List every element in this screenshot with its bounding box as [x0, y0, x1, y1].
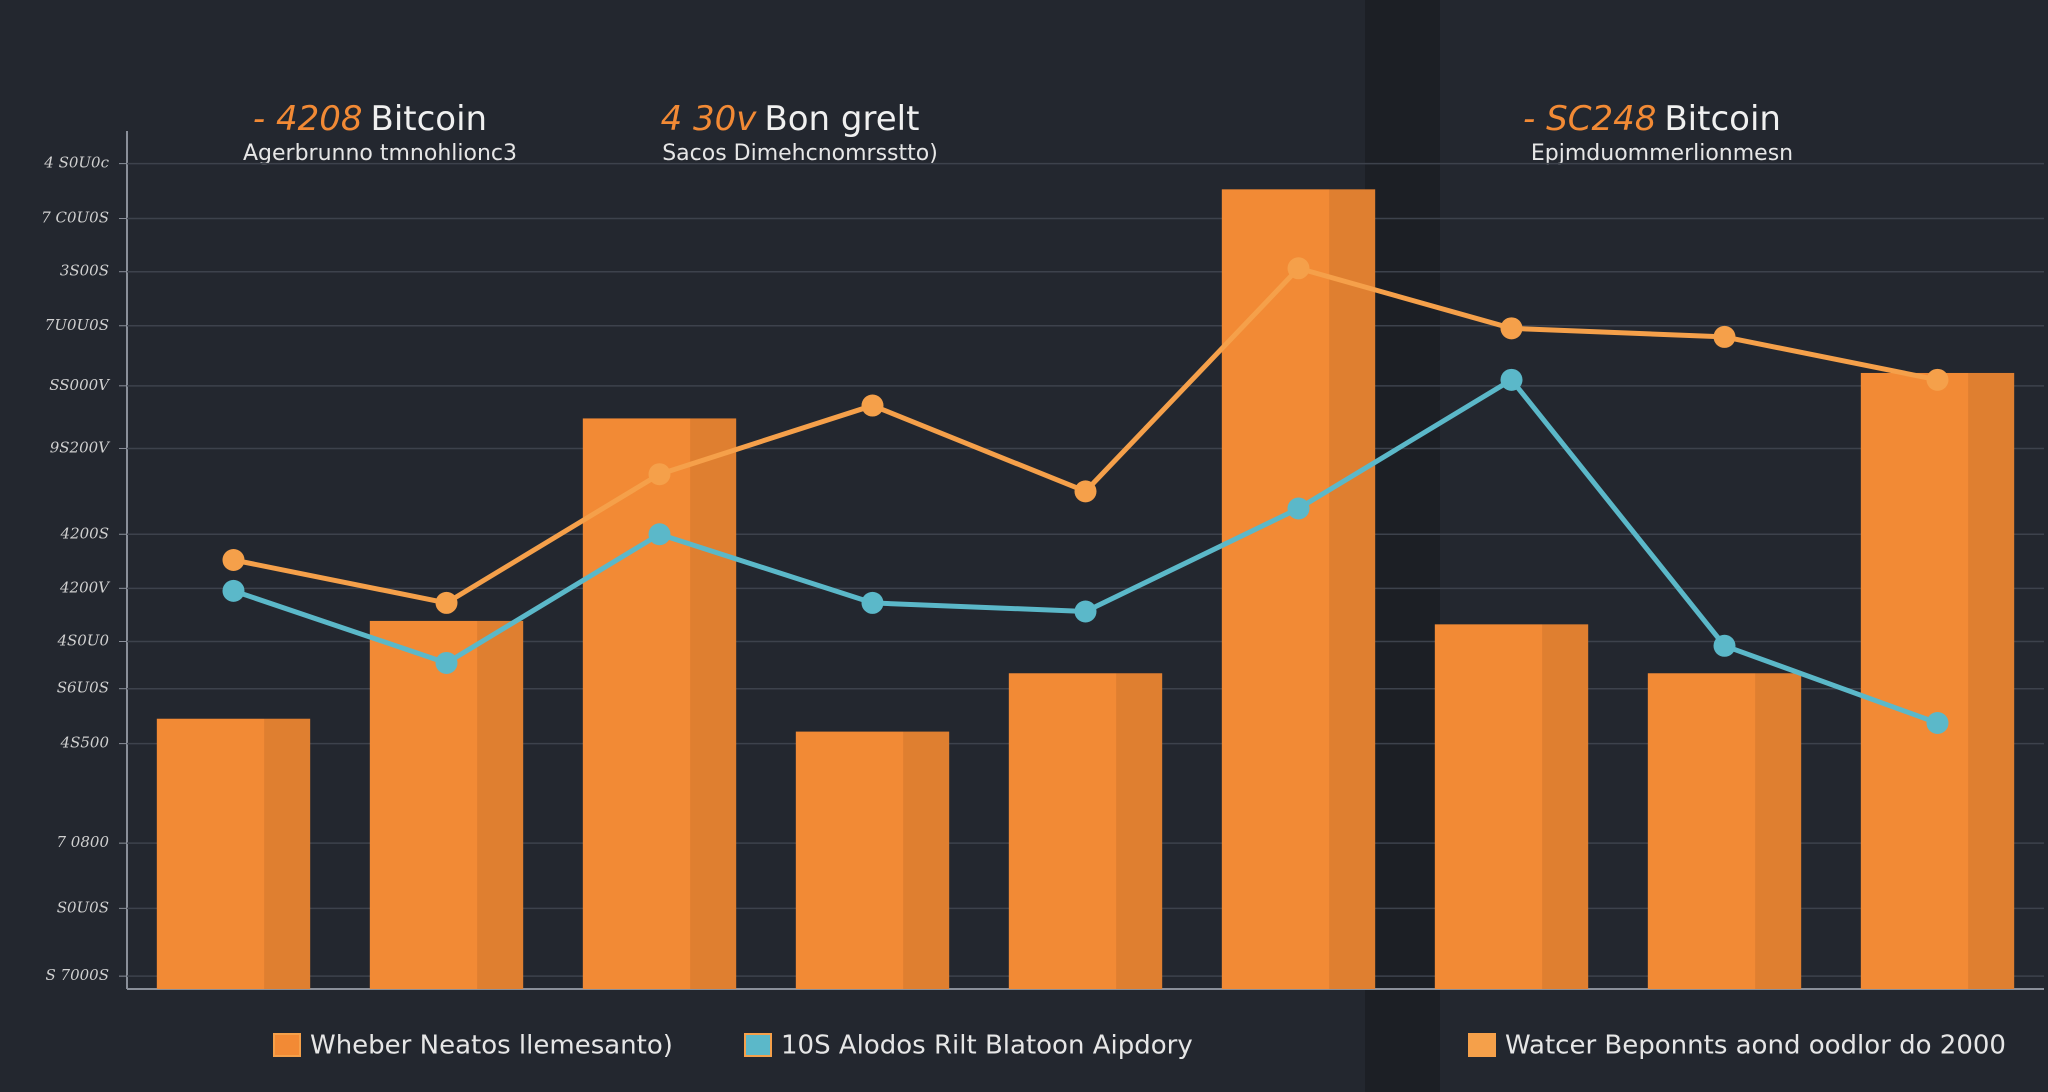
- line-point: [1074, 480, 1097, 503]
- bar-shade: [1968, 372, 2015, 989]
- y-tick-label: 4S500: [60, 734, 110, 752]
- y-tick-label: 3S00S: [60, 262, 109, 280]
- line-point: [222, 549, 245, 571]
- line-point: [648, 523, 671, 546]
- line-point: [1500, 317, 1523, 340]
- line-point: [435, 651, 458, 674]
- y-tick-label: 4200S: [60, 524, 109, 542]
- bar-shade: [264, 718, 311, 989]
- header-prefix: 4 30v: [661, 99, 758, 139]
- legend-swatch: [273, 1033, 301, 1057]
- header-subtitle: Sacos Dimehcnomrsstto): [662, 141, 938, 166]
- y-tick-label: SS000V: [49, 376, 111, 394]
- y-tick-label: 4 S0U0c: [43, 154, 109, 172]
- legend-label: 10S Alodos Rilt Blatoon Aipdory: [781, 1031, 1193, 1061]
- header-title: 4 30v Bon grelt: [661, 99, 920, 139]
- bar-shade: [1116, 673, 1163, 989]
- header-prefix: - 4208: [253, 99, 363, 139]
- header-prefix: - SC248: [1523, 99, 1656, 139]
- y-tick-label: S0U0S: [57, 898, 109, 916]
- line-point: [1074, 600, 1097, 623]
- line-point: [1713, 325, 1736, 348]
- legend-swatch: [744, 1033, 772, 1057]
- bar-shade: [690, 418, 737, 989]
- bar-shade: [1329, 189, 1376, 989]
- bar: [1434, 624, 1589, 989]
- y-tick-label: 9S200V: [50, 438, 111, 456]
- header-title-text: Bitcoin: [371, 99, 488, 139]
- line-point: [1287, 257, 1310, 280]
- bar: [369, 620, 524, 989]
- header-subtitle: Agerbrunno tmnohlionc3: [243, 141, 517, 166]
- line-point: [222, 579, 245, 602]
- legend-swatch: [1468, 1033, 1496, 1057]
- line-point: [1287, 497, 1310, 520]
- line-point: [1500, 368, 1523, 391]
- line-point: [1713, 634, 1736, 657]
- bar: [1860, 372, 2015, 989]
- bar-shade: [477, 620, 524, 989]
- bar: [1008, 673, 1163, 989]
- legend-label: Watcer Beponnts aond oodlor do 2000: [1505, 1031, 2006, 1061]
- line-point: [648, 463, 671, 486]
- line-point: [861, 394, 884, 417]
- panel-divider: [1365, 0, 1440, 1092]
- bar-shade: [903, 731, 950, 989]
- bar: [156, 718, 311, 989]
- header-title-text: Bon grelt: [764, 99, 919, 139]
- y-tick-label: 7 C0U0S: [41, 209, 109, 227]
- line-point: [1926, 368, 1949, 391]
- legend-label: Wheber Neatos llemesanto): [310, 1031, 673, 1061]
- y-tick-label: 7U0U0S: [45, 316, 109, 334]
- bar-shade: [1755, 673, 1802, 989]
- y-tick-label: S 7000S: [46, 966, 110, 984]
- line-point: [435, 591, 458, 614]
- y-tick-label: 4200V: [59, 578, 111, 596]
- header-title: - SC248 Bitcoin: [1523, 99, 1781, 139]
- header-title: - 4208 Bitcoin: [253, 99, 487, 139]
- bar: [1647, 673, 1802, 989]
- line-point: [1926, 712, 1949, 735]
- y-tick-label: 7 0800: [57, 833, 110, 851]
- y-tick-label: 4S0U0: [56, 632, 109, 650]
- bar: [795, 731, 950, 989]
- bar: [582, 418, 737, 989]
- header-subtitle: Epjmduommerlionmesn: [1531, 141, 1793, 166]
- header-title-text: Bitcoin: [1664, 99, 1781, 139]
- bar-shade: [1542, 624, 1589, 989]
- line-point: [861, 591, 884, 614]
- y-tick-label: S6U0S: [57, 679, 109, 697]
